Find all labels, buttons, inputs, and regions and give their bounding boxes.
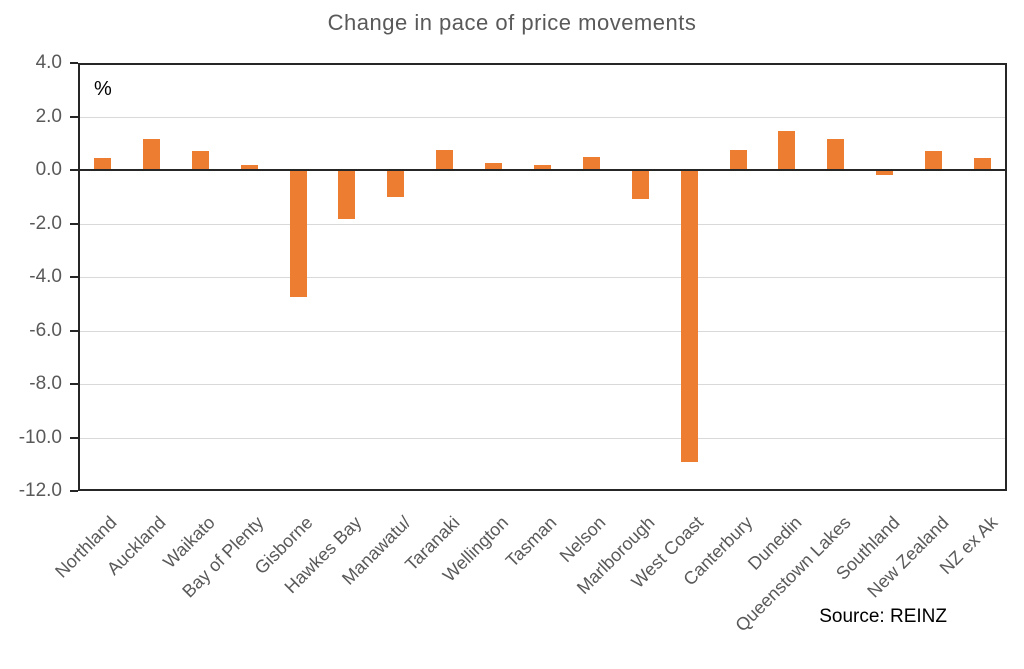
bar-wellington — [485, 163, 503, 170]
bar-tasman — [534, 164, 551, 170]
bar-marlborough — [631, 170, 649, 200]
bar-nelson — [582, 156, 600, 170]
bar-canterbury — [729, 149, 747, 170]
gridline — [80, 384, 1005, 385]
y-axis-tick — [70, 329, 78, 332]
chart-title: Change in pace of price movements — [327, 10, 697, 35]
y-axis-tick — [70, 169, 78, 171]
bar-northland — [93, 157, 111, 170]
y-axis-tick-label: -8.0 — [29, 373, 62, 394]
bar-taranaki — [436, 149, 454, 170]
y-axis-tick-label: -4.0 — [29, 266, 62, 287]
y-axis-tick — [70, 222, 78, 225]
gridline — [80, 330, 1005, 332]
source-label: Source: REINZ — [819, 606, 947, 627]
y-axis-tick-label: 4.0 — [35, 52, 62, 73]
bar-west-coast — [680, 170, 698, 462]
bar-queenstown-lakes — [827, 139, 845, 170]
y-axis-tick-label: -12.0 — [18, 480, 62, 501]
bar-gisborne — [289, 170, 307, 298]
y-axis-unit-label: % — [94, 78, 112, 100]
bar-bay-of-plenty — [240, 164, 258, 170]
bar-manawatu — [387, 170, 405, 197]
bar-southland — [876, 170, 894, 176]
y-axis-tick — [70, 115, 78, 118]
y-axis-tick-label: 0.0 — [35, 159, 62, 180]
y-axis-tick-label: -6.0 — [29, 319, 62, 341]
y-axis-tick — [70, 276, 78, 278]
bar-new-zealand — [925, 151, 943, 170]
zero-axis-line — [78, 169, 1007, 171]
bar-hawkes-bay — [338, 170, 356, 220]
gridline — [80, 437, 1005, 439]
gridline — [80, 277, 1005, 278]
y-axis-tick — [70, 436, 78, 439]
plot-area-border — [78, 63, 1007, 491]
bar-waikato — [191, 151, 209, 170]
y-axis-tick — [70, 383, 78, 385]
bar-dunedin — [778, 131, 796, 170]
y-axis-tick — [70, 490, 78, 492]
y-axis-tick-label: -2.0 — [29, 212, 62, 234]
x-axis-label: Tasman — [502, 512, 561, 572]
gridline — [80, 116, 1005, 118]
y-axis-tick — [70, 62, 78, 64]
bar-nz-ex-ak — [974, 157, 992, 170]
y-axis-tick-label: -10.0 — [18, 426, 62, 448]
gridline — [80, 223, 1005, 225]
bar-auckland — [142, 139, 160, 170]
y-axis-tick-label: 2.0 — [35, 105, 62, 127]
